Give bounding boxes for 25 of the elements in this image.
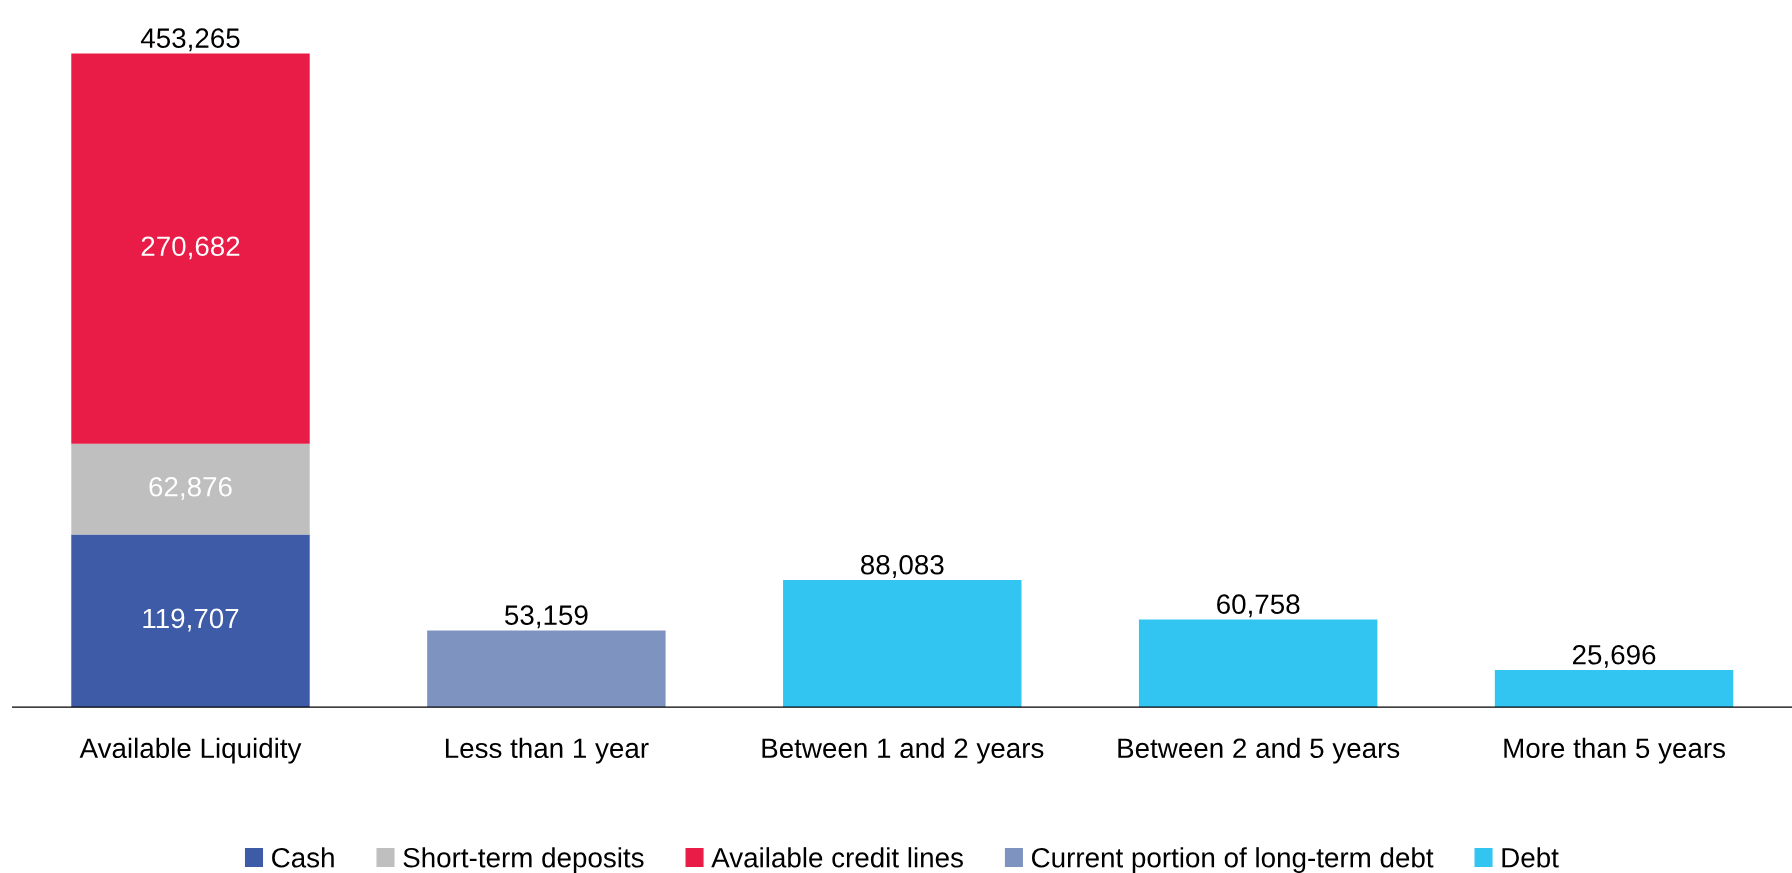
bar	[427, 630, 666, 708]
x-tick-label: More than 5 years	[1504, 737, 1725, 764]
legend-label: Debt	[1502, 847, 1559, 868]
bar	[71, 534, 310, 708]
data-label: 25,696	[1572, 644, 1656, 668]
total-label: 453,265	[140, 28, 240, 52]
bar	[71, 443, 310, 535]
data-label: 62,876	[149, 476, 232, 500]
bar	[71, 53, 310, 444]
x-tick-label: Available Liquidity	[79, 737, 302, 764]
data-label: 60,758	[1217, 594, 1300, 618]
data-label: 88,083	[861, 554, 944, 578]
bar	[1138, 619, 1378, 708]
x-tick-label: Between 1 and 2 years	[762, 737, 1044, 764]
legend-label: Available credit lines	[711, 847, 963, 868]
x-tick-label: Less than 1 year	[445, 737, 649, 764]
legend-label: Cash	[272, 847, 334, 868]
legend-label: Short-term deposits	[403, 847, 644, 873]
data-label: 53,159	[505, 605, 588, 629]
data-label: 119,707	[143, 608, 239, 632]
data-label: 270,682	[141, 236, 240, 260]
legend-label: Current portion of long-term debt	[1032, 847, 1434, 873]
bar	[1494, 670, 1734, 708]
x-tick-label: Between 2 and 5 years	[1118, 737, 1400, 764]
bar	[783, 580, 1022, 708]
